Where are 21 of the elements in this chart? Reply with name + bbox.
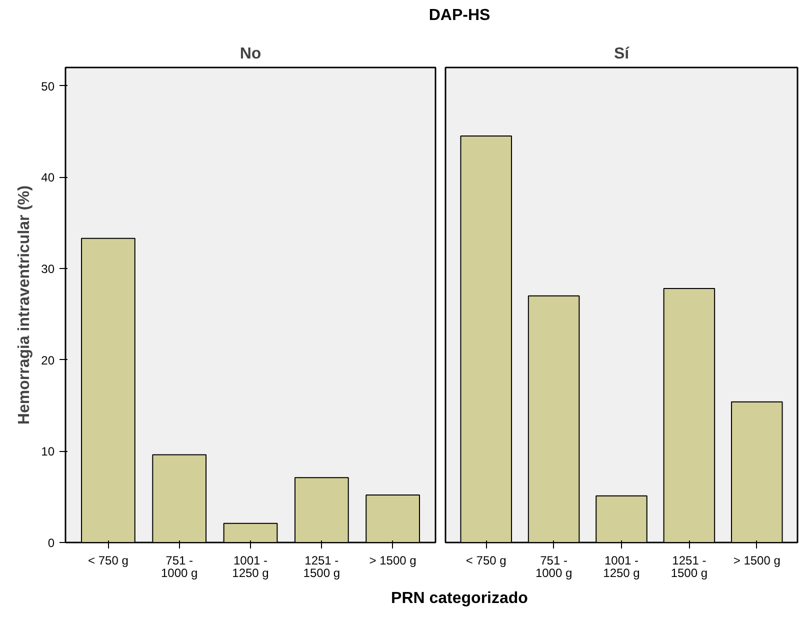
y-tick-label: 20 xyxy=(41,353,55,368)
chart-title: No xyxy=(240,46,262,62)
x-tick-label: 751 - 1000 g xyxy=(535,554,572,580)
y-tick-label: 10 xyxy=(41,444,55,459)
x-tick-label: 1001 - 1250 g xyxy=(603,554,640,580)
x-tick-label: 751 - 1000 g xyxy=(160,554,198,580)
x-tick-label: 1001 - 1250 g xyxy=(232,554,269,580)
y-tick-label: 40 xyxy=(41,170,55,185)
x-tick-label: > 1500 g xyxy=(733,554,780,568)
y-tick-label: 0 xyxy=(48,536,55,550)
y-axis-title: Hemorragia intraventricular (%) xyxy=(16,185,34,425)
text: DAP-HS xyxy=(428,6,490,26)
x-tick-label: > 1500 g xyxy=(369,554,416,568)
chart-title: Sí xyxy=(614,46,630,62)
y-tick-label: 30 xyxy=(41,262,55,276)
y-tick-label: 50 xyxy=(41,79,55,94)
x-tick-label: < 750 g xyxy=(88,554,128,568)
x-tick-label: < 750 g xyxy=(466,554,506,568)
x-tick-label: 1251 - 1500 g xyxy=(303,554,340,580)
x-tick-label: 1251 - 1500 g xyxy=(670,554,708,580)
x-axis-title: PRN categorizado xyxy=(391,589,528,609)
